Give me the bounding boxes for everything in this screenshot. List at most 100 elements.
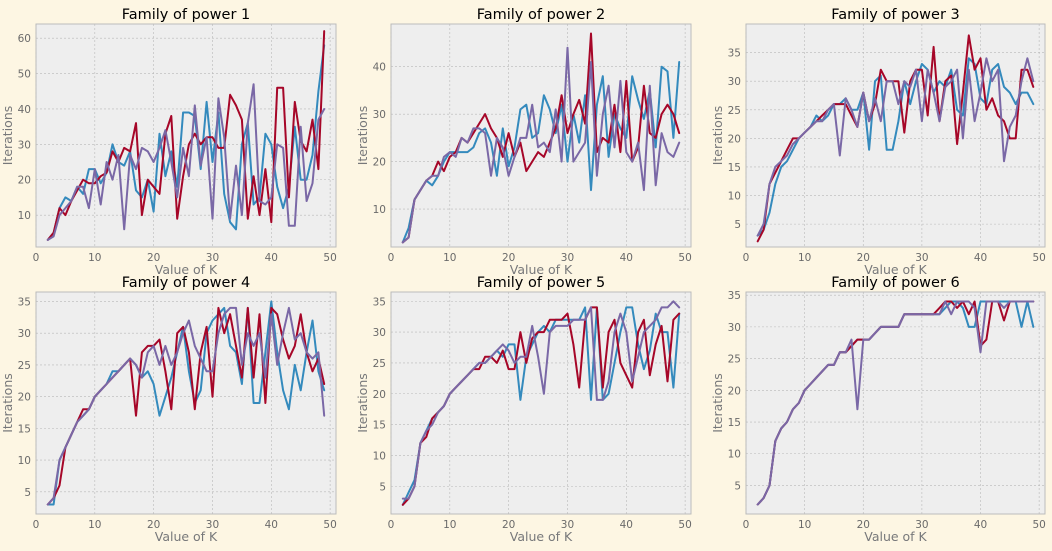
x-tick-label: 20 xyxy=(147,252,160,264)
chart-title: Family of power 2 xyxy=(477,7,606,23)
x-tick-label: 0 xyxy=(388,519,395,531)
x-tick-label: 10 xyxy=(88,252,101,264)
x-axis-label: Value of K xyxy=(155,529,218,544)
y-axis-label: Iterations xyxy=(0,373,15,433)
x-tick-label: 50 xyxy=(323,519,336,531)
y-tick-label: 25 xyxy=(728,354,741,366)
chart-title: Family of power 4 xyxy=(122,275,251,291)
y-axis-label: Iterations xyxy=(710,373,725,433)
y-axis-label: Iterations xyxy=(710,106,725,166)
y-tick-label: 30 xyxy=(373,327,386,339)
y-tick-label: 10 xyxy=(728,191,741,203)
x-tick-label: 20 xyxy=(857,519,870,531)
y-tick-label: 35 xyxy=(373,296,386,308)
y-tick-label: 5 xyxy=(734,219,741,231)
y-tick-label: 30 xyxy=(18,139,31,151)
y-tick-label: 25 xyxy=(18,360,31,372)
x-tick-label: 10 xyxy=(443,252,456,264)
x-tick-label: 50 xyxy=(1032,252,1045,264)
y-tick-label: 10 xyxy=(18,210,31,222)
y-tick-label: 10 xyxy=(728,449,741,461)
y-axis-label: Iterations xyxy=(355,373,370,433)
x-tick-label: 40 xyxy=(974,519,987,531)
y-tick-label: 5 xyxy=(379,481,386,493)
x-tick-label: 20 xyxy=(857,252,870,264)
chart-title: Family of power 1 xyxy=(122,7,251,23)
y-tick-label: 30 xyxy=(373,109,386,121)
subplot-3: 0 10 20 30 40 50 5 10 15 20 25 30 35 Family of power … xyxy=(710,7,1046,277)
y-tick-label: 10 xyxy=(18,455,31,467)
series-line-3 xyxy=(46,306,326,506)
plot-area xyxy=(390,23,692,248)
x-tick-label: 40 xyxy=(265,252,278,264)
x-tick-label: 0 xyxy=(388,252,395,264)
x-tick-label: 30 xyxy=(915,252,928,264)
subplot-1: 0 10 20 30 40 50 10 20 30 40 50 60 Family of power 1… xyxy=(0,7,337,277)
x-tick-label: 10 xyxy=(443,519,456,531)
y-tick-label: 20 xyxy=(373,157,386,169)
series-line-3 xyxy=(401,300,681,500)
y-tick-label: 35 xyxy=(18,297,31,309)
plot-area xyxy=(745,291,1046,515)
x-tick-label: 20 xyxy=(147,519,160,531)
y-tick-label: 5 xyxy=(734,480,741,492)
series-line-3 xyxy=(756,300,1035,506)
x-tick-label: 50 xyxy=(678,252,691,264)
x-axis-label: Value of K xyxy=(155,262,218,277)
y-tick-label: 20 xyxy=(728,385,741,397)
y-tick-label: 20 xyxy=(373,389,386,401)
x-tick-label: 10 xyxy=(798,252,811,264)
y-tick-label: 50 xyxy=(18,69,31,81)
y-tick-label: 35 xyxy=(728,290,741,302)
chart-title: Family of power 3 xyxy=(831,7,960,23)
y-tick-label: 20 xyxy=(18,392,31,404)
y-tick-label: 15 xyxy=(728,162,741,174)
x-axis-label: Value of K xyxy=(510,529,573,544)
x-tick-label: 50 xyxy=(323,252,336,264)
x-axis-label: Value of K xyxy=(864,529,927,544)
plot-area xyxy=(35,23,337,248)
x-tick-label: 10 xyxy=(88,519,101,531)
y-tick-label: 30 xyxy=(728,322,741,334)
series-line-3 xyxy=(46,83,326,241)
y-tick-label: 40 xyxy=(18,104,31,116)
x-tick-label: 0 xyxy=(743,519,750,531)
x-tick-label: 50 xyxy=(678,519,691,531)
y-tick-label: 10 xyxy=(373,204,386,216)
series-line-3 xyxy=(401,46,681,244)
chart-title: Family of power 6 xyxy=(831,275,960,291)
subplot-5: 0 10 20 30 40 50 5 10 15 20 25 30 35 Family of power … xyxy=(355,275,692,544)
x-axis-label: Value of K xyxy=(864,262,927,277)
plot-area xyxy=(390,291,692,515)
y-tick-label: 20 xyxy=(728,133,741,145)
y-tick-label: 10 xyxy=(373,450,386,462)
y-tick-label: 30 xyxy=(728,76,741,88)
y-tick-label: 30 xyxy=(18,328,31,340)
x-tick-label: 10 xyxy=(798,519,811,531)
x-tick-label: 40 xyxy=(265,519,278,531)
x-tick-label: 0 xyxy=(33,252,40,264)
x-tick-label: 20 xyxy=(502,519,515,531)
x-tick-label: 20 xyxy=(502,252,515,264)
subplot-2: 0 10 20 30 40 50 10 20 30 40 Family of power 2 Valu… xyxy=(355,7,692,277)
y-tick-label: 15 xyxy=(18,423,31,435)
x-tick-label: 40 xyxy=(974,252,987,264)
y-tick-label: 40 xyxy=(373,62,386,74)
y-tick-label: 60 xyxy=(18,33,31,45)
y-tick-label: 15 xyxy=(373,420,386,432)
x-tick-label: 0 xyxy=(33,519,40,531)
x-tick-label: 30 xyxy=(561,252,574,264)
x-tick-label: 50 xyxy=(1032,519,1045,531)
y-axis-label: Iterations xyxy=(0,106,15,166)
x-tick-label: 30 xyxy=(561,519,574,531)
y-tick-label: 5 xyxy=(24,487,31,499)
subplot-4: 0 10 20 30 40 50 5 10 15 20 25 30 35 Family of power … xyxy=(0,275,337,544)
y-tick-label: 20 xyxy=(18,175,31,187)
x-tick-label: 30 xyxy=(206,252,219,264)
y-axis-label: Iterations xyxy=(355,106,370,166)
y-tick-label: 15 xyxy=(728,417,741,429)
subplot-6: 0 10 20 30 40 50 5 10 15 20 25 30 35 Family of power … xyxy=(710,275,1046,544)
x-axis-label: Value of K xyxy=(510,262,573,277)
x-tick-label: 40 xyxy=(620,519,633,531)
